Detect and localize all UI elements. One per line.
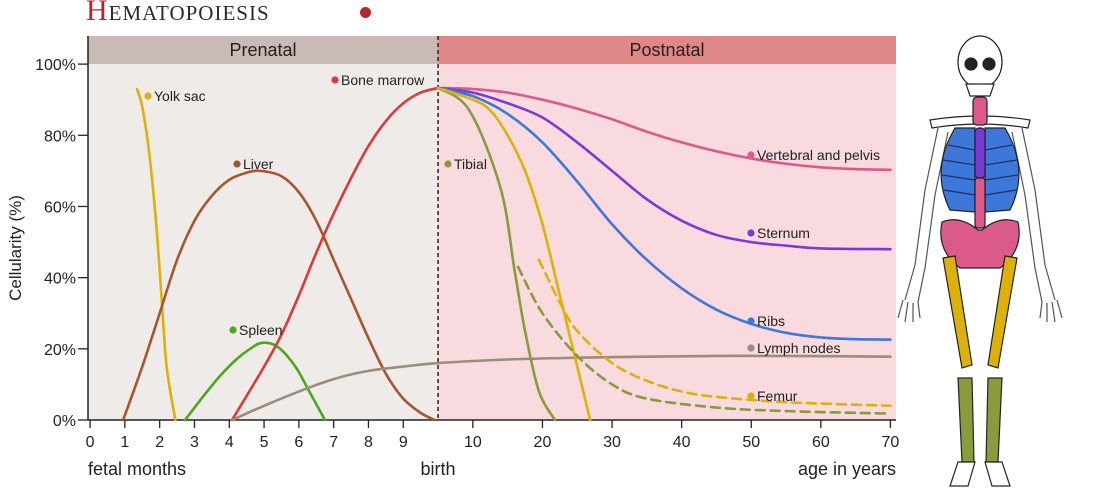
series-label: Bone marrow [341,72,425,88]
curve [436,86,892,251]
x-tick-label: 60 [812,434,830,451]
label-dot [233,160,241,168]
x-tick-label: 10 [464,434,482,451]
x-tick-label: 8 [364,434,373,451]
x-tick-label: 0 [86,434,95,451]
chart-title: Hematopoiesis [86,0,270,27]
label-dot [144,92,152,100]
label-dot [747,392,755,400]
x-tick-label: 50 [742,434,760,451]
region-background [88,36,439,420]
x-tick-label: 5 [260,434,269,451]
region-band [438,36,896,64]
series-label: Liver [243,156,274,172]
skeleton-illustration [897,35,1063,487]
label-dot [747,344,755,352]
title-dot [360,7,371,18]
region-label: Postnatal [630,40,705,60]
series-label: Vertebral and pelvis [757,147,880,163]
curve [230,354,892,422]
label-dot [444,160,452,168]
series-label: Femur [757,388,798,404]
region-label: Prenatal [230,40,297,60]
x-tick-label: 40 [673,434,691,451]
label-dot [747,317,755,325]
y-tick-label: 0% [53,413,76,430]
curve [183,341,327,422]
series-label: Tibial [454,156,487,172]
x-row-label: age in years [798,459,896,479]
curve [230,86,440,422]
x-tick-label: 9 [399,434,408,451]
curve [516,265,892,415]
series-label: Spleen [239,322,283,338]
x-tick-label: 4 [225,434,234,451]
x-tick-label: 30 [603,434,621,451]
y-tick-label: 100% [35,57,76,74]
curve [436,86,892,341]
x-tick-label: 6 [294,434,303,451]
series-label: Lymph nodes [757,340,841,356]
label-dot [331,76,339,84]
label-dot [747,151,755,159]
x-tick-label: 70 [882,434,900,451]
x-tick-label: 1 [120,434,129,451]
curve [537,258,892,408]
y-tick-label: 60% [44,199,76,216]
label-dot [229,326,237,334]
y-axis-label: Cellularity (%) [6,195,25,301]
curve [436,86,892,172]
y-tick-label: 80% [44,128,76,145]
series-label: Sternum [757,225,810,241]
curve [121,169,436,422]
curve [436,86,557,422]
x-tick-label: 20 [534,434,552,451]
x-tick-label: 2 [155,434,164,451]
curve [135,87,177,422]
label-dot [747,229,755,237]
x-tick-label: 3 [190,434,199,451]
curve [436,86,592,422]
x-row-label: fetal months [88,459,186,479]
plot: Prenatal Postnatal 0% 20% 40% 60% 80% 100% 0 1 2 3 4… [6,36,899,479]
series-label: Yolk sac [154,88,206,104]
x-row-label: birth [421,459,456,479]
x-tick-label: 7 [329,434,338,451]
series-label: Ribs [757,313,785,329]
y-tick-label: 20% [44,342,76,359]
region-band [88,36,439,64]
y-tick-label: 40% [44,271,76,288]
